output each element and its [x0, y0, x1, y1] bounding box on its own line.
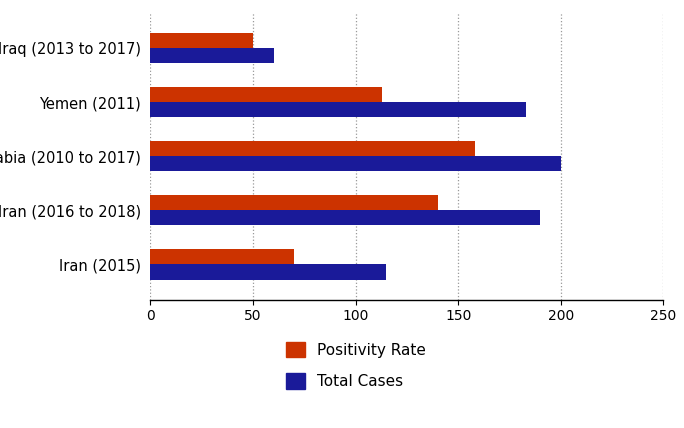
Bar	[150, 156, 561, 171]
Bar	[150, 265, 386, 279]
Bar	[150, 249, 294, 265]
Bar	[150, 210, 540, 226]
Bar	[150, 87, 382, 102]
Bar	[150, 195, 438, 210]
Bar	[150, 48, 274, 63]
Bar	[150, 33, 253, 48]
Bar	[150, 141, 475, 156]
Bar	[150, 102, 526, 117]
Legend: Positivity Rate, Total Cases: Positivity Rate, Total Cases	[287, 342, 426, 389]
